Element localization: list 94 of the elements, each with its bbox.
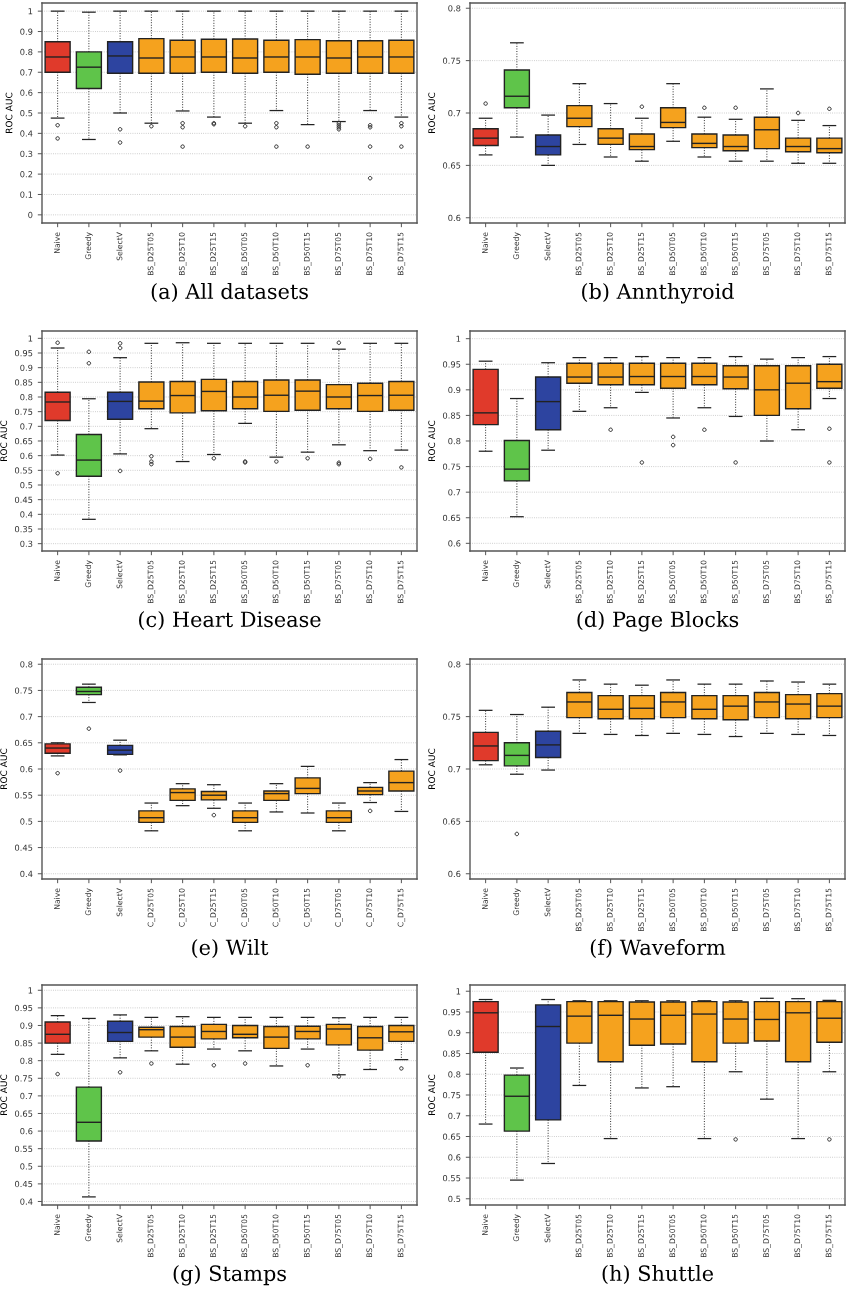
y-tick-label: 0.1 — [20, 191, 33, 198]
y-tick-label: 0.4 — [20, 1198, 33, 1205]
text: (h) Shuttle — [602, 1265, 714, 1285]
y-tick-label: 0.65 — [442, 818, 461, 825]
y-tick-label: 0.45 — [14, 1180, 33, 1188]
text: (a) All datasets — [151, 283, 308, 303]
y-tick-label: 0.7 — [20, 713, 33, 720]
y-tick-label: 0.2 — [20, 171, 33, 178]
y-tick-label: 0.75 — [442, 713, 461, 720]
y-tick-label: 1 — [456, 988, 461, 995]
y-tick-label: 1 — [28, 8, 33, 15]
y-tick-label: 0.65 — [442, 162, 461, 169]
y-tick-label: 0.9 — [20, 28, 33, 35]
y-tick-label: 0.6 — [448, 540, 461, 547]
y-axis-title: ROC AUC — [428, 1074, 436, 1115]
y-tick-label: 0.75 — [14, 1075, 33, 1082]
y-tick-label: 0.5 — [20, 1163, 33, 1170]
y-tick-label: 0.5 — [20, 109, 33, 117]
y-tick-label: 0.55 — [442, 1175, 461, 1182]
y-tick-label: 0.7 — [448, 765, 461, 773]
y-axis-title: ROC AUC — [0, 420, 8, 461]
y-tick-label: 0.7 — [20, 1092, 33, 1100]
y-tick-label: 0.8 — [448, 661, 461, 668]
y-tick-label: 0.7 — [20, 69, 33, 76]
y-tick-label: 0.65 — [14, 739, 33, 747]
y-tick-label: 0.65 — [442, 514, 461, 522]
y-tick-label: 0.45 — [14, 844, 33, 851]
y-tick-label: 0.7 — [448, 109, 461, 117]
y-tick-label: 0.9 — [20, 364, 33, 371]
y-tick-label: 0.85 — [442, 412, 461, 419]
text: (e) Wilt — [192, 939, 269, 959]
y-tick-label: 0.5 — [20, 818, 33, 825]
y-tick-label: 0.55 — [14, 792, 33, 799]
y-tick-label: 0.9 — [20, 1022, 33, 1029]
text: (g) Stamps — [173, 1265, 286, 1286]
y-tick-label: 0.9 — [448, 386, 461, 394]
y-axis-title: ROC AUC — [428, 748, 436, 789]
y-tick-label: 0.5 — [20, 481, 33, 489]
text: (b) Annthyroid — [582, 283, 734, 304]
y-axis-title: ROC AUC — [0, 748, 8, 789]
y-tick-label: 0.95 — [442, 1008, 461, 1016]
y-tick-label: 0.8 — [20, 661, 33, 668]
y-tick-label: 1 — [456, 335, 461, 342]
y-tick-label: 0.9 — [448, 1029, 461, 1037]
y-tick-label: 0.85 — [442, 1050, 461, 1057]
y-tick-label: 0.8 — [448, 437, 461, 445]
y-tick-label: 0.75 — [14, 408, 33, 415]
y-tick-label: 0.95 — [442, 361, 461, 368]
y-tick-label: 0.6 — [448, 1154, 461, 1161]
y-tick-label: 0.75 — [14, 687, 33, 694]
y-tick-label: 0.5 — [448, 1195, 461, 1203]
y-tick-label: 0.95 — [14, 349, 33, 357]
y-tick-label: 1 — [28, 335, 33, 342]
y-tick-label: 0.8 — [20, 48, 33, 56]
y-tick-label: 0.65 — [14, 1110, 33, 1117]
y-axis-title: ROC AUC — [5, 92, 13, 133]
y-tick-label: 0.6 — [20, 452, 33, 459]
y-tick-label: 0.8 — [20, 393, 33, 401]
y-tick-label: 0.65 — [442, 1133, 461, 1140]
y-tick-label: 0.3 — [20, 150, 33, 158]
y-tick-label: 0.4 — [20, 511, 33, 518]
y-tick-label: 0.8 — [448, 1071, 461, 1078]
y-tick-label: 0.7 — [448, 489, 461, 496]
y-tick-label: 0.65 — [14, 437, 33, 445]
y-axis-title: ROC AUC — [428, 420, 436, 461]
text: (d) Page Blocks — [577, 611, 739, 632]
y-tick-label: 0.3 — [20, 540, 33, 547]
y-tick-label: 0.6 — [20, 765, 33, 773]
y-tick-label: 1 — [28, 987, 33, 994]
text: (f) Waveform — [590, 939, 726, 959]
y-axis-title: ROC AUC — [428, 92, 436, 133]
y-tick-label: 0.8 — [448, 5, 461, 12]
text: (c) Heart Disease — [139, 611, 321, 631]
y-tick-label: 0.95 — [14, 1004, 33, 1012]
y-tick-label: 0.55 — [14, 1145, 33, 1152]
y-tick-label: 0.7 — [20, 423, 33, 430]
y-tick-label: 0.6 — [20, 89, 33, 96]
y-tick-label: 0.85 — [14, 379, 33, 386]
y-tick-label: 0.45 — [14, 496, 33, 503]
y-tick-label: 0.7 — [448, 1112, 461, 1120]
y-tick-label: 0.75 — [442, 1091, 461, 1099]
y-tick-label: 0.85 — [14, 1040, 33, 1047]
y-tick-label: 0.55 — [14, 467, 33, 474]
y-tick-label: 0.4 — [20, 870, 33, 878]
y-tick-label: 0.35 — [14, 525, 33, 533]
y-tick-label: 0.4 — [20, 130, 33, 137]
y-tick-label: 0.6 — [448, 214, 461, 222]
y-tick-label: 0.8 — [20, 1057, 33, 1064]
y-axis-title: ROC AUC — [0, 1074, 8, 1115]
y-tick-label: 0.6 — [20, 1128, 33, 1135]
y-tick-label: 0 — [28, 211, 33, 219]
y-tick-label: 0.75 — [442, 57, 461, 64]
y-tick-label: 0.75 — [442, 463, 461, 470]
y-tick-label: 0.6 — [448, 870, 461, 878]
